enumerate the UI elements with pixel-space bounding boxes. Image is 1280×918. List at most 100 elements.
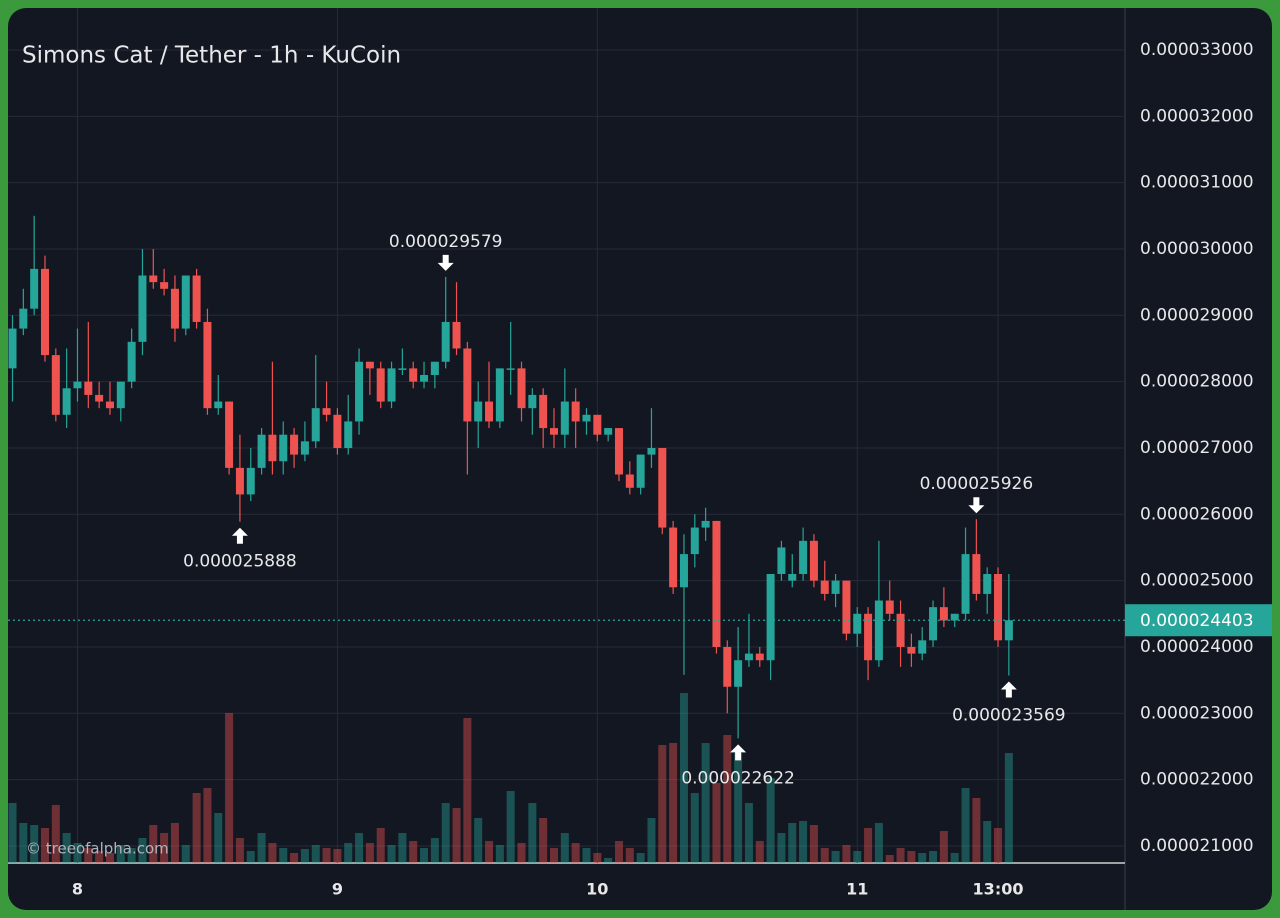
candle-body	[994, 573, 1003, 641]
candle-body	[777, 547, 786, 574]
candle-body	[820, 580, 829, 594]
volume-bar	[669, 743, 678, 863]
y-tick-label: 0.000031000	[1140, 173, 1254, 193]
candle-body	[723, 646, 732, 687]
volume-bar	[799, 821, 808, 863]
candle-body	[614, 428, 623, 475]
volume-bar	[539, 818, 548, 863]
volume-bar	[30, 825, 39, 863]
volume-bar	[658, 745, 667, 863]
volume-bar	[409, 841, 418, 863]
volume-bar	[582, 848, 591, 863]
volume-bar	[777, 833, 786, 863]
candle-body	[311, 408, 320, 442]
candle-body	[290, 434, 299, 455]
candle-body	[19, 308, 28, 329]
candle-body	[701, 520, 710, 528]
arrow-down	[437, 254, 454, 271]
volume-bar	[550, 848, 558, 863]
volume-bar	[51, 805, 60, 863]
candle-body	[560, 401, 569, 435]
volume-bar	[322, 848, 331, 863]
annotation-label: 0.000025888	[183, 552, 297, 572]
volume-bar	[62, 833, 71, 863]
candle-body	[170, 288, 179, 329]
candle-body	[105, 401, 114, 409]
volume-bar	[950, 853, 959, 863]
candle-body	[365, 361, 374, 369]
volume-bar	[203, 788, 212, 863]
volume-bar	[571, 843, 580, 863]
candle-body	[409, 368, 418, 382]
arrow-down	[968, 497, 985, 514]
candle-body	[929, 607, 938, 641]
candle-body	[40, 268, 49, 356]
x-tick-label: 13:00	[973, 880, 1024, 899]
volume-bar	[983, 821, 992, 863]
volume-bar	[311, 845, 320, 863]
candle-body	[30, 268, 39, 309]
volume-bar	[885, 855, 894, 863]
candle-body	[474, 401, 483, 422]
volume-bar	[972, 798, 981, 863]
volume-bar	[344, 843, 353, 863]
candle-body	[441, 321, 450, 362]
volume-bar	[712, 783, 721, 863]
arrow-up	[231, 527, 248, 544]
candle-body	[517, 368, 526, 409]
candle-body	[84, 381, 93, 395]
volume-bar	[300, 849, 309, 863]
x-tick-label: 9	[332, 880, 343, 899]
annotation-label: 0.000029579	[389, 232, 503, 252]
volume-bar	[647, 818, 656, 863]
volume-bar	[376, 828, 385, 863]
candle-body	[257, 434, 266, 468]
volume-bar	[214, 813, 223, 863]
candle-body	[485, 401, 494, 422]
volume-bar	[918, 853, 927, 863]
candle-body	[214, 401, 223, 409]
volume-bar	[235, 838, 244, 863]
volume-bar	[831, 851, 840, 863]
candle-body	[939, 607, 948, 621]
volume-bar	[636, 853, 645, 863]
candle-body	[528, 394, 537, 409]
volume-bar	[896, 848, 905, 863]
candle-body	[690, 527, 699, 555]
y-tick-label: 0.000026000	[1140, 504, 1254, 524]
volume-bar	[593, 853, 602, 863]
candle-body	[506, 368, 515, 370]
y-tick-label: 0.000023000	[1140, 703, 1254, 723]
volume-bar	[560, 833, 569, 863]
volume-bar	[268, 843, 277, 863]
volume-bar	[744, 803, 753, 863]
volume-bar	[398, 833, 407, 863]
last-price-box	[1125, 604, 1272, 637]
candle-body	[658, 447, 667, 528]
candle-body	[712, 520, 721, 647]
candle-body	[430, 361, 439, 376]
candle-body	[625, 474, 634, 488]
y-tick-label: 0.000030000	[1140, 239, 1254, 259]
candle-body	[647, 447, 656, 455]
volume-bar	[138, 838, 147, 863]
overlay-layer: 0.000024403 0.000029579 0.000025888 0.00002…	[8, 232, 1272, 788]
last-price-label: 0.000024403	[1140, 611, 1254, 631]
candle-layer	[8, 215, 1013, 739]
candle-body	[387, 368, 396, 402]
volume-bar	[246, 851, 255, 863]
candle-body	[344, 421, 353, 448]
candle-body	[918, 640, 927, 654]
volume-bar	[939, 831, 948, 863]
candle-body	[279, 434, 288, 462]
volume-bar	[690, 793, 699, 863]
volume-bar	[105, 853, 114, 863]
candle-body	[744, 653, 753, 661]
volume-bar	[279, 848, 288, 863]
candle-body	[907, 646, 916, 654]
y-tick-label: 0.000032000	[1140, 106, 1254, 126]
candle-body	[160, 282, 169, 289]
volume-bar	[95, 851, 104, 863]
candle-body	[62, 388, 71, 415]
volume-bar	[290, 853, 299, 863]
